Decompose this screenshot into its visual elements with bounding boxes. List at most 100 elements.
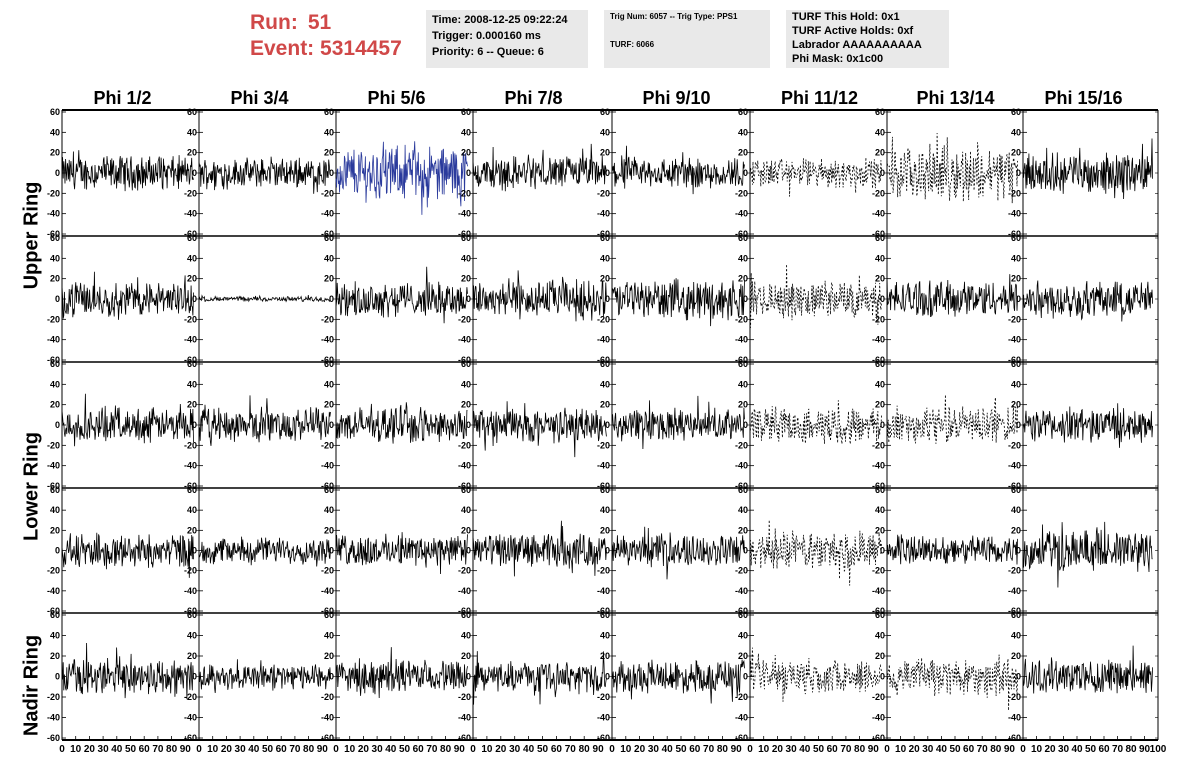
- y-tick-label: 0: [466, 168, 471, 178]
- y-tick-label: 40: [738, 379, 748, 389]
- y-tick-label: 20: [187, 148, 197, 158]
- y-tick-label: 20: [324, 400, 334, 410]
- y-tick-label: -20: [872, 566, 885, 576]
- x-tick-label: 90: [731, 744, 743, 755]
- column-label-phi-13-14: Phi 13/14: [916, 88, 995, 108]
- y-tick-label: 20: [461, 525, 471, 535]
- y-tick-label: 0: [605, 420, 610, 430]
- column-label-phi-15-16: Phi 15/16: [1044, 88, 1123, 108]
- y-tick-label: 20: [50, 274, 60, 284]
- y-tick-label: -20: [597, 314, 610, 324]
- y-tick-label: 60: [600, 610, 610, 620]
- y-tick-label: -20: [321, 692, 334, 702]
- y-tick-label: 40: [1011, 505, 1021, 515]
- column-label-phi-5-6: Phi 5/6: [367, 88, 426, 108]
- priority-line: Priority: 6 -- Queue: 6: [432, 46, 544, 58]
- y-tick-label: -20: [872, 692, 885, 702]
- x-tick-label: 20: [358, 744, 370, 755]
- y-tick-label: -40: [597, 209, 610, 219]
- y-tick-label: 20: [187, 274, 197, 284]
- y-tick-label: 60: [187, 359, 197, 369]
- y-tick-label: -40: [321, 461, 334, 471]
- y-tick-label: -20: [458, 314, 471, 324]
- turf-active-line: TURF Active Holds: 0xf: [792, 25, 914, 37]
- y-tick-label: -60: [735, 229, 748, 239]
- y-tick-label: 0: [605, 294, 610, 304]
- y-tick-label: -20: [1008, 566, 1021, 576]
- y-tick-label: 0: [55, 672, 60, 682]
- time-info-box: Time: 2008-12-25 09:22:24 Trigger: 0.000…: [426, 10, 588, 68]
- y-tick-label: 0: [880, 672, 885, 682]
- y-tick-label: 60: [187, 485, 197, 495]
- x-tick-label: 20: [1044, 744, 1056, 755]
- y-tick-label: 0: [329, 546, 334, 556]
- y-tick-label: 60: [1011, 233, 1021, 243]
- y-tick-label: 60: [600, 485, 610, 495]
- x-tick-label: 0: [59, 744, 65, 755]
- y-tick-label: 60: [50, 233, 60, 243]
- waveform-trace: [335, 266, 468, 324]
- waveform-trace: [472, 270, 607, 322]
- x-tick-label: 80: [1125, 744, 1137, 755]
- x-tick-label: 70: [977, 744, 989, 755]
- waveform-trace: [611, 278, 745, 327]
- x-tick-label: 30: [922, 744, 934, 755]
- y-tick-label: 40: [187, 127, 197, 137]
- y-tick-label: -20: [735, 314, 748, 324]
- y-tick-label: 20: [461, 651, 471, 661]
- y-tick-label: 20: [324, 651, 334, 661]
- x-tick-label: 20: [84, 744, 96, 755]
- x-tick-label: 90: [868, 744, 880, 755]
- y-tick-label: -20: [321, 188, 334, 198]
- y-tick-label: -60: [1008, 229, 1021, 239]
- run-event-box: Run: 51 Event: 5314457: [250, 10, 420, 62]
- y-tick-label: 0: [466, 672, 471, 682]
- x-tick-label: 10: [344, 744, 356, 755]
- x-tick-label: 60: [139, 744, 151, 755]
- event-label: Event:: [250, 37, 315, 60]
- x-tick-label: 80: [717, 744, 729, 755]
- time-line: Time: 2008-12-25 09:22:24: [432, 14, 568, 26]
- y-tick-label: -40: [597, 461, 610, 471]
- y-tick-label: 40: [187, 505, 197, 515]
- waveform-trace: [886, 394, 1018, 444]
- y-tick-label: 0: [466, 294, 471, 304]
- x-tick-label: 80: [990, 744, 1002, 755]
- y-tick-label: 20: [50, 651, 60, 661]
- y-tick-label: 40: [875, 631, 885, 641]
- y-tick-label: -60: [321, 355, 334, 365]
- y-tick-label: -20: [321, 440, 334, 450]
- waveform-trace: [749, 519, 882, 586]
- y-tick-label: -60: [1008, 733, 1021, 743]
- y-tick-label: 0: [1016, 672, 1021, 682]
- x-tick-label: 40: [936, 744, 948, 755]
- y-tick-label: -20: [735, 440, 748, 450]
- y-tick-label: -60: [47, 229, 60, 239]
- y-tick-label: -40: [458, 586, 471, 596]
- x-tick-label: 10: [758, 744, 770, 755]
- y-tick-label: -40: [458, 335, 471, 345]
- y-tick-label: 60: [738, 233, 748, 243]
- y-tick-label: 60: [461, 233, 471, 243]
- waveform-trace: [749, 264, 882, 328]
- x-tick-label: 60: [551, 744, 563, 755]
- x-tick-label: 10: [207, 744, 219, 755]
- y-tick-label: -40: [1008, 335, 1021, 345]
- y-tick-label: -60: [458, 733, 471, 743]
- waveform-trace: [611, 659, 745, 704]
- y-tick-label: 60: [187, 233, 197, 243]
- y-tick-label: -60: [872, 733, 885, 743]
- trig-info-box: Trig Num: 6057 -- Trig Type: PPS1 TURF: …: [604, 10, 770, 68]
- y-tick-label: 20: [461, 148, 471, 158]
- y-tick-label: 20: [875, 525, 885, 535]
- waveform-trace: [335, 402, 468, 444]
- y-tick-label: 60: [324, 359, 334, 369]
- y-tick-label: 0: [1016, 420, 1021, 430]
- y-tick-label: 40: [738, 631, 748, 641]
- y-tick-label: 20: [875, 400, 885, 410]
- y-tick-label: -40: [458, 209, 471, 219]
- y-tick-label: 60: [1011, 485, 1021, 495]
- y-tick-label: -20: [47, 188, 60, 198]
- waveform-trace: [198, 156, 331, 194]
- x-tick-label: 60: [1098, 744, 1110, 755]
